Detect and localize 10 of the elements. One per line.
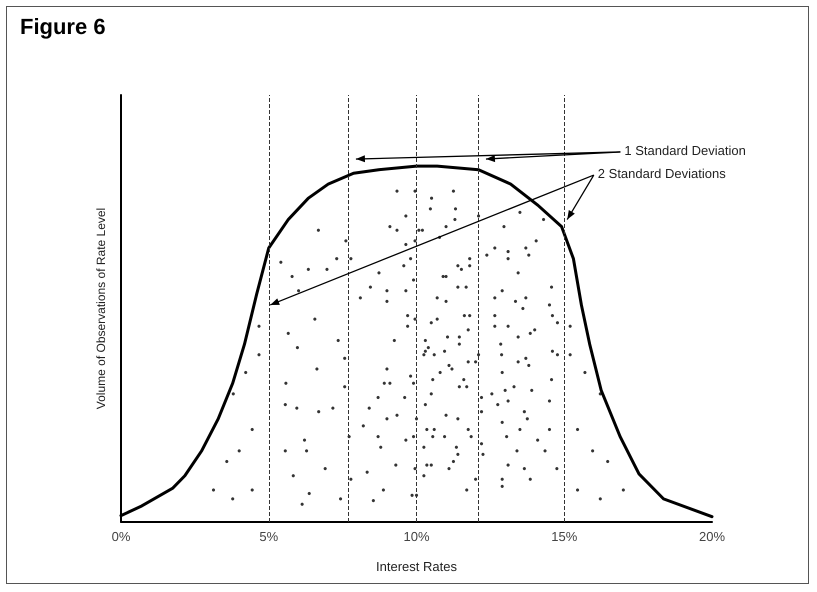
annotation: 2 Standard Deviations — [598, 166, 726, 182]
x-tick-label: 15% — [551, 529, 578, 544]
y-axis-title: Volume of Observations of Rate Level — [94, 208, 108, 410]
text: 1 Standard Deviation — [624, 142, 746, 158]
x-tick-label: 20% — [698, 529, 726, 544]
x-tick-label: 5% — [259, 529, 279, 544]
x-tick-label: 10% — [403, 529, 430, 544]
x-axis-title: Interest Rates — [376, 559, 458, 574]
chart-title: Figure 6 — [20, 14, 106, 40]
x-tick-label: 0% — [112, 529, 131, 544]
